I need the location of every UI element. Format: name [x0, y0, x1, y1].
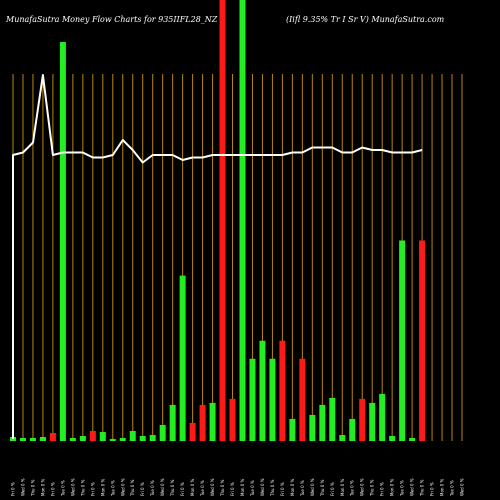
money-flow-bar	[109, 438, 116, 441]
x-tick-label: Tue 0 %	[200, 480, 205, 497]
x-tick-label: Wed 0 %	[260, 478, 265, 496]
x-tick-label: Wed 0 %	[460, 478, 465, 496]
x-tick-label: Thu 0 %	[80, 479, 85, 497]
x-tick-label: Tue 0 %	[250, 480, 255, 497]
x-tick-label: Thu 0 %	[30, 479, 35, 497]
money-flow-bar	[79, 435, 86, 441]
chart-title: MunafaSutra Money Flow Charts for 935IIF…	[5, 15, 218, 24]
x-tick-label: Wed 0 %	[410, 478, 415, 496]
money-flow-bar	[409, 437, 416, 441]
x-tick-label: Fri 0 %	[140, 482, 145, 496]
money-flow-bar	[329, 397, 336, 441]
money-flow-bar	[159, 424, 166, 441]
x-tick-label: Tue 0 %	[300, 480, 305, 497]
money-flow-bar	[119, 437, 126, 441]
money-flow-bars	[10, 0, 426, 441]
money-flow-bar	[299, 358, 306, 441]
x-tick-label: Tue 0 %	[150, 480, 155, 497]
money-flow-bar	[59, 42, 66, 441]
x-tick-label: Mon 0 %	[440, 478, 445, 496]
money-flow-bar	[149, 434, 156, 441]
x-tick-label: Thu 0 %	[170, 479, 175, 497]
money-flow-bar	[139, 435, 146, 441]
money-flow-bar	[389, 435, 396, 441]
money-flow-bar	[239, 0, 246, 441]
x-tick-label: Fri 0 %	[90, 482, 95, 496]
money-flow-bar	[129, 430, 136, 441]
x-tick-label: Mon 0 %	[100, 478, 105, 496]
money-flow-bar	[279, 340, 286, 441]
money-flow-bar	[219, 0, 226, 441]
money-flow-bar	[19, 437, 26, 441]
money-flow-bar	[289, 418, 296, 441]
money-flow-bar	[369, 402, 376, 441]
x-tick-label: Tue 0 %	[110, 480, 115, 497]
x-tick-label: Mon 0 %	[190, 478, 195, 496]
x-tick-label: Thu 0 %	[220, 479, 225, 497]
x-tick-labels: Fri 0 % Wed 0 % Thu 0 % Mon 0 % Fri 0 % …	[11, 478, 465, 497]
money-flow-bar	[179, 275, 186, 441]
money-flow-bar	[29, 437, 36, 441]
money-flow-bar	[379, 393, 386, 441]
money-flow-bar	[399, 240, 406, 441]
money-flow-bar	[89, 430, 96, 441]
x-tick-label: Mon 0 %	[340, 478, 345, 496]
x-tick-label: Wed 0 %	[20, 478, 25, 496]
money-flow-bar	[189, 422, 196, 441]
x-tick-label: Fri 0 %	[380, 482, 385, 496]
money-flow-bar	[359, 398, 366, 441]
x-tick-label: Mon 0 %	[290, 478, 295, 496]
x-tick-label: Thu 0 %	[370, 479, 375, 497]
x-tick-label: Tue 0 %	[350, 480, 355, 497]
x-tick-label: Tue 0 %	[450, 480, 455, 497]
money-flow-bar	[269, 358, 276, 441]
x-tick-label: Fri 0 %	[430, 482, 435, 496]
x-tick-label: Wed 0 %	[310, 478, 315, 496]
x-tick-label: Fri 0 %	[180, 482, 185, 496]
money-flow-bar	[39, 436, 46, 441]
money-flow-bar	[69, 437, 76, 441]
x-tick-label: Wed 0 %	[210, 478, 215, 496]
money-flow-bar	[99, 431, 106, 441]
x-tick-label: Tue 0 %	[400, 480, 405, 497]
x-tick-label: Mon 0 %	[40, 478, 45, 496]
x-tick-label: Wed 0 %	[160, 478, 165, 496]
money-flow-bar	[349, 418, 356, 441]
money-flow-bar	[249, 358, 256, 441]
x-tick-label: Mon 0 %	[390, 478, 395, 496]
x-tick-label: Fri 0 %	[280, 482, 285, 496]
money-flow-bar	[169, 404, 176, 441]
money-flow-bar	[259, 340, 266, 441]
money-flow-bar	[309, 414, 316, 441]
x-tick-label: Fri 0 %	[50, 482, 55, 496]
x-tick-label: Mon 0 %	[240, 478, 245, 496]
chart-subtitle: (Iifl 9.35% Tr I Sr V) MunafaSutra.com	[286, 15, 445, 24]
x-tick-label: Fri 0 %	[11, 482, 16, 496]
x-tick-label: Tue 0 %	[60, 480, 65, 497]
x-tick-label: Thu 0 %	[130, 479, 135, 497]
x-tick-label: Thu 0 %	[420, 479, 425, 497]
price-line	[12, 74, 423, 439]
money-flow-bar	[229, 398, 236, 441]
x-tick-label: Wed 0 %	[360, 478, 365, 496]
x-tick-label: Fri 0 %	[330, 482, 335, 496]
money-flow-bar	[419, 240, 426, 441]
x-tick-label: Thu 0 %	[270, 479, 275, 497]
x-tick-label: Wed 0 %	[70, 478, 75, 496]
money-flow-bar	[209, 402, 216, 441]
x-tick-label: Wed 0 %	[120, 478, 125, 496]
x-tick-label: Thu 0 %	[320, 479, 325, 497]
x-tick-label: Fri 0 %	[230, 482, 235, 496]
money-flow-bar	[339, 434, 346, 441]
money-flow-bar	[199, 404, 206, 441]
money-flow-bar	[49, 432, 56, 441]
money-flow-bar	[319, 404, 326, 441]
